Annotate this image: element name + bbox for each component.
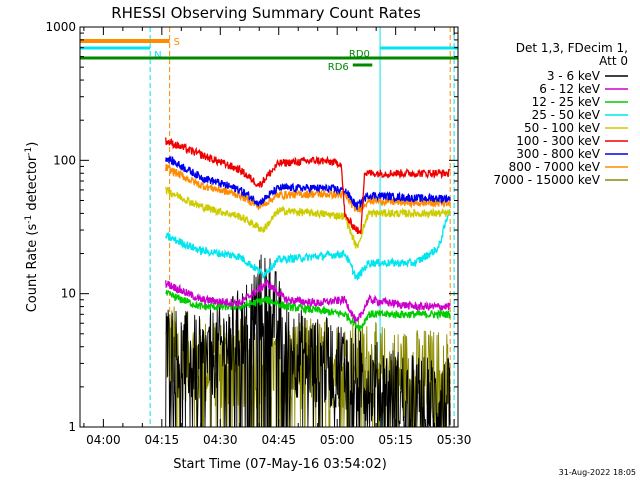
x-tick-label-6: 05:30 bbox=[437, 433, 472, 447]
x-tick-label-1: 04:15 bbox=[145, 433, 180, 447]
series-line-6 bbox=[165, 155, 451, 211]
legend-label-0: 3 - 6 keV bbox=[547, 69, 601, 83]
x-tick-label-2: 04:30 bbox=[203, 433, 238, 447]
flag-label-s: S bbox=[174, 37, 180, 48]
series-line-5 bbox=[165, 137, 451, 235]
y-axis-label-close: ) bbox=[25, 142, 40, 147]
x-axis-label: Start Time (07-May-16 03:54:02) bbox=[173, 457, 387, 472]
y-tick-label-3: 1000 bbox=[45, 20, 76, 34]
axes: 04:00 04:15 04:30 04:45 05:00 05:15 05:30 1 10 10… bbox=[45, 20, 471, 447]
series-line-4 bbox=[165, 186, 451, 249]
chart-title: RHESSI Observing Summary Count Rates bbox=[111, 4, 421, 22]
x-tick-label-4: 05:00 bbox=[320, 433, 355, 447]
y-tick-label-2: 100 bbox=[53, 153, 76, 167]
y-axis-label-tail: detector bbox=[25, 155, 40, 215]
x-tick-label-0: 04:00 bbox=[86, 433, 121, 447]
y-axis-label: Count Rate (s-1 detector-1) bbox=[24, 142, 40, 313]
legend-header-line-1: Det 1,3, FDecim 1, bbox=[516, 41, 628, 55]
legend-label-5: 100 - 300 keV bbox=[516, 134, 600, 148]
legend-label-3: 25 - 50 keV bbox=[532, 108, 601, 122]
series-line-1 bbox=[165, 279, 451, 323]
legend-label-6: 300 - 800 keV bbox=[516, 147, 600, 161]
x-tick-label-3: 04:45 bbox=[261, 433, 296, 447]
flag-label-n: N bbox=[154, 50, 161, 61]
y-tick-label-0: 1 bbox=[68, 420, 76, 434]
y-axis-label-sup-2: -1 bbox=[24, 147, 34, 156]
plot-frame bbox=[79, 26, 459, 428]
generated-timestamp: 31-Aug-2022 18:05 bbox=[559, 468, 636, 477]
legend-header-line-2: Att 0 bbox=[599, 54, 628, 68]
series-line-7 bbox=[165, 163, 451, 214]
y-axis-label-head: Count Rate (s bbox=[25, 224, 40, 313]
legend-label-8: 7000 - 15000 keV bbox=[493, 173, 600, 187]
flag-label-rd0: RD0 bbox=[349, 49, 370, 60]
flag-label-rd6: RD6 bbox=[328, 62, 349, 73]
legend-label-2: 12 - 25 keV bbox=[532, 95, 601, 109]
legend-label-1: 6 - 12 keV bbox=[539, 82, 601, 96]
legend-label-4: 50 - 100 keV bbox=[524, 121, 601, 135]
y-axis-label-sup-1: -1 bbox=[24, 215, 34, 224]
x-tick-label-5: 05:15 bbox=[378, 433, 413, 447]
series-line-3 bbox=[165, 208, 451, 281]
legend-label-7: 800 - 7000 keV bbox=[509, 160, 601, 174]
y-tick-label-1: 10 bbox=[61, 287, 76, 301]
